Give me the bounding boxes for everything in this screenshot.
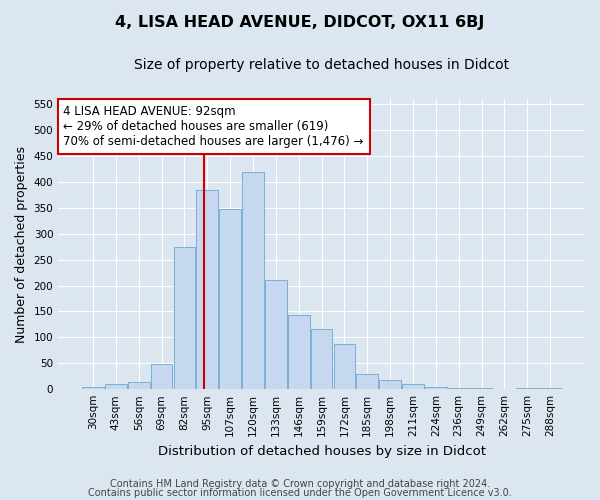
Bar [196,190,218,389]
Bar [448,388,470,389]
Text: Contains HM Land Registry data © Crown copyright and database right 2024.: Contains HM Land Registry data © Crown c… [110,479,490,489]
Bar [173,246,195,389]
Y-axis label: Number of detached properties: Number of detached properties [15,146,28,342]
X-axis label: Distribution of detached houses by size in Didcot: Distribution of detached houses by size … [158,444,485,458]
Bar [311,329,332,389]
Bar [334,344,355,389]
Bar [425,386,447,389]
Bar [356,374,378,389]
Bar [517,388,538,389]
Bar [265,280,287,389]
Text: Contains public sector information licensed under the Open Government Licence v3: Contains public sector information licen… [88,488,512,498]
Bar [105,384,127,389]
Text: 4, LISA HEAD AVENUE, DIDCOT, OX11 6BJ: 4, LISA HEAD AVENUE, DIDCOT, OX11 6BJ [115,15,485,30]
Bar [128,382,149,389]
Bar [471,388,493,389]
Text: 4 LISA HEAD AVENUE: 92sqm
← 29% of detached houses are smaller (619)
70% of semi: 4 LISA HEAD AVENUE: 92sqm ← 29% of detac… [64,105,364,148]
Bar [151,364,172,389]
Bar [219,209,241,389]
Bar [82,386,104,389]
Bar [539,388,561,389]
Bar [379,380,401,389]
Bar [242,172,264,389]
Bar [288,315,310,389]
Bar [494,388,515,389]
Bar [402,384,424,389]
Title: Size of property relative to detached houses in Didcot: Size of property relative to detached ho… [134,58,509,71]
